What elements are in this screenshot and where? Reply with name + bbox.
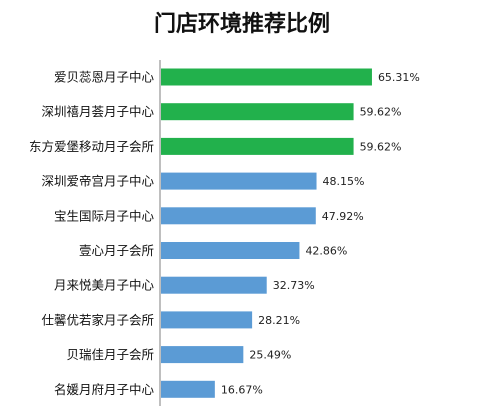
value-label: 16.67% bbox=[221, 383, 263, 396]
bar bbox=[161, 207, 316, 225]
category-label: 东方爱堡移动月子会所 bbox=[29, 139, 154, 154]
bar bbox=[161, 68, 372, 86]
category-label: 名媛月府月子中心 bbox=[54, 382, 155, 397]
category-label: 仕馨优若家月子会所 bbox=[41, 312, 154, 327]
category-label: 深圳禧月荟月子中心 bbox=[41, 104, 154, 119]
category-label: 贝瑞佳月子会所 bbox=[66, 347, 154, 362]
value-label: 25.49% bbox=[249, 349, 291, 362]
category-label: 爱贝蕊恩月子中心 bbox=[54, 70, 155, 85]
bar bbox=[161, 276, 267, 294]
chart-title: 门店环境推荐比例 bbox=[154, 11, 330, 37]
bar bbox=[161, 103, 354, 121]
bars-group: 爱贝蕊恩月子中心 65.31% 深圳禧月荟月子中心 59.62% 东方爱堡移动月子会所 5… bbox=[29, 68, 420, 398]
value-label: 59.62% bbox=[360, 140, 402, 153]
value-label: 59.62% bbox=[360, 106, 402, 119]
category-label: 壹心月子会所 bbox=[79, 243, 154, 258]
bar bbox=[161, 137, 354, 155]
bar bbox=[161, 172, 317, 190]
value-label: 65.31% bbox=[378, 71, 420, 84]
bar bbox=[161, 311, 253, 329]
bar bbox=[161, 380, 215, 398]
value-label: 48.15% bbox=[323, 175, 365, 188]
value-label: 47.92% bbox=[322, 210, 364, 223]
value-label: 42.86% bbox=[305, 245, 347, 258]
category-label: 月来悦美月子中心 bbox=[54, 278, 155, 293]
bar bbox=[161, 346, 244, 364]
value-label: 32.73% bbox=[273, 279, 315, 292]
value-label: 28.21% bbox=[258, 314, 300, 327]
bar bbox=[161, 242, 300, 259]
category-label: 宝生国际月子中心 bbox=[54, 208, 155, 223]
category-label: 深圳爱帝宫月子中心 bbox=[41, 174, 154, 189]
